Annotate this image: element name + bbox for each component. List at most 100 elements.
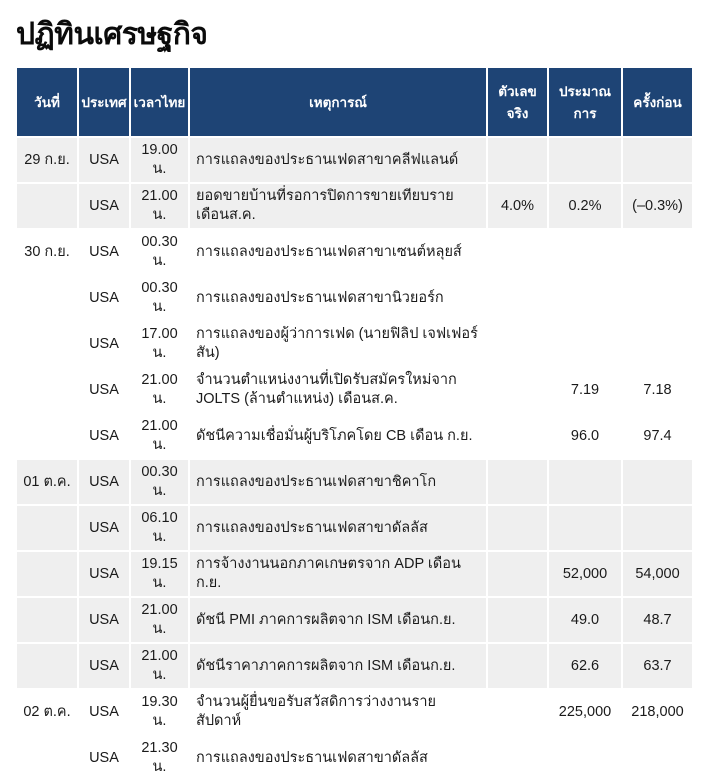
cell-event: ดัชนีราคาภาคการผลิตจาก ISM เดือนก.ย. [190,644,486,688]
cell-previous: 63.7 [623,644,692,688]
cell-previous: 7.18 [623,368,692,412]
cell-country: USA [79,414,129,458]
cell-actual [488,322,547,366]
cell-date [17,368,77,412]
cell-previous [623,506,692,550]
cell-forecast: 225,000 [549,690,621,734]
cell-time: 21.00 น. [131,368,188,412]
cell-time: 21.00 น. [131,598,188,642]
cell-actual [488,368,547,412]
cell-previous: 48.7 [623,598,692,642]
cell-country: USA [79,506,129,550]
cell-forecast [549,138,621,182]
cell-date: 30 ก.ย. [17,230,77,274]
cell-date [17,598,77,642]
cell-actual [488,276,547,320]
cell-date [17,322,77,366]
table-row: USA 21.00 น. ดัชนี PMI ภาคการผลิตจาก ISM… [17,598,692,642]
cell-event: ยอดขายบ้านที่รอการปิดการขายเทียบรายเดือน… [190,184,486,228]
cell-forecast: 49.0 [549,598,621,642]
table-row: USA 21.00 น. ดัชนีราคาภาคการผลิตจาก ISM … [17,644,692,688]
cell-event: การแถลงของผู้ว่าการเฟด (นายฟิลิป เจฟเฟอร… [190,322,486,366]
cell-previous: 97.4 [623,414,692,458]
cell-date [17,644,77,688]
cell-date [17,552,77,596]
table-row: 01 ต.ค. USA 00.30 น. การแถลงของประธานเฟด… [17,460,692,504]
cell-event: จำนวนตำแหน่งงานที่เปิดรับสมัครใหม่จาก JO… [190,368,486,412]
cell-actual [488,690,547,734]
column-header-country: ประเทศ [79,68,129,136]
cell-country: USA [79,552,129,596]
cell-date [17,414,77,458]
cell-country: USA [79,644,129,688]
cell-time: 00.30 น. [131,276,188,320]
cell-time: 19.15 น. [131,552,188,596]
table-row: 30 ก.ย. USA 00.30 น. การแถลงของประธานเฟด… [17,230,692,274]
cell-event: การแถลงของประธานเฟดสาขาดัลลัส [190,736,486,779]
cell-forecast: 7.19 [549,368,621,412]
cell-time: 00.30 น. [131,230,188,274]
cell-actual [488,644,547,688]
cell-time: 19.00 น. [131,138,188,182]
cell-previous [623,736,692,779]
cell-forecast [549,460,621,504]
cell-time: 21.30 น. [131,736,188,779]
table-header-row: วันที่ ประเทศ เวลาไทย เหตุการณ์ ตัวเลขจร… [17,68,692,136]
cell-event: การแถลงของประธานเฟดสาขาคลีฟแลนด์ [190,138,486,182]
table-row: USA 06.10 น. การแถลงของประธานเฟดสาขาดัลล… [17,506,692,550]
column-header-date: วันที่ [17,68,77,136]
cell-event: ดัชนีความเชื่อมั่นผู้บริโภคโดย CB เดือน … [190,414,486,458]
cell-forecast: 96.0 [549,414,621,458]
page-title: ปฏิทินเศรษฐกิจ [16,18,208,51]
cell-event: ดัชนี PMI ภาคการผลิตจาก ISM เดือนก.ย. [190,598,486,642]
cell-actual [488,552,547,596]
cell-forecast [549,276,621,320]
cell-actual [488,736,547,779]
cell-actual [488,414,547,458]
cell-forecast [549,736,621,779]
cell-country: USA [79,184,129,228]
table-row: USA 21.30 น. การแถลงของประธานเฟดสาขาดัลล… [17,736,692,779]
column-header-forecast: ประมาณการ [549,68,621,136]
cell-country: USA [79,138,129,182]
cell-country: USA [79,276,129,320]
cell-time: 21.00 น. [131,184,188,228]
table-body: 29 ก.ย. USA 19.00 น. การแถลงของประธานเฟด… [17,138,692,779]
cell-actual [488,598,547,642]
cell-date [17,276,77,320]
cell-country: USA [79,736,129,779]
cell-event: การจ้างงานนอกภาคเกษตรจาก ADP เดือนก.ย. [190,552,486,596]
cell-country: USA [79,322,129,366]
cell-actual: 4.0% [488,184,547,228]
cell-forecast: 0.2% [549,184,621,228]
column-header-thai-time: เวลาไทย [131,68,188,136]
table-row: 02 ต.ค. USA 19.30 น. จำนวนผู้ยื่นขอรับสว… [17,690,692,734]
cell-forecast [549,506,621,550]
cell-forecast [549,230,621,274]
column-header-previous: ครั้งก่อน [623,68,692,136]
cell-previous [623,322,692,366]
cell-time: 21.00 น. [131,644,188,688]
cell-previous [623,460,692,504]
table-row: USA 21.00 น. ยอดขายบ้านที่รอการปิดการขาย… [17,184,692,228]
cell-country: USA [79,368,129,412]
cell-previous [623,138,692,182]
cell-date: 01 ต.ค. [17,460,77,504]
cell-country: USA [79,690,129,734]
cell-event: การแถลงของประธานเฟดสาขาชิคาโก [190,460,486,504]
cell-date [17,184,77,228]
cell-country: USA [79,230,129,274]
cell-country: USA [79,460,129,504]
cell-event: การแถลงของประธานเฟดสาขาเซนต์หลุยส์ [190,230,486,274]
table-row: USA 21.00 น. จำนวนตำแหน่งงานที่เปิดรับสม… [17,368,692,412]
cell-forecast: 62.6 [549,644,621,688]
cell-date [17,736,77,779]
cell-event: การแถลงของประธานเฟดสาขาดัลลัส [190,506,486,550]
cell-country: USA [79,598,129,642]
cell-actual [488,460,547,504]
economic-calendar-table: วันที่ ประเทศ เวลาไทย เหตุการณ์ ตัวเลขจร… [15,66,694,779]
cell-date: 02 ต.ค. [17,690,77,734]
cell-date [17,506,77,550]
cell-forecast: 52,000 [549,552,621,596]
